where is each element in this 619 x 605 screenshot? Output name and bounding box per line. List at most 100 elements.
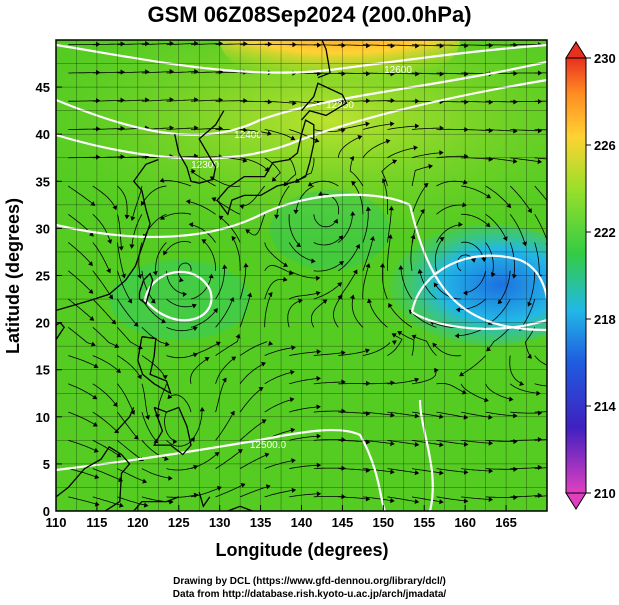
streamline-arrow — [213, 308, 218, 314]
colorbar-tick-label: 226 — [594, 138, 616, 153]
contour-label: 12250 — [326, 100, 354, 111]
streamline — [458, 298, 486, 311]
y-axis: 0 5 10 15 20 25 30 35 40 45 — [36, 80, 62, 519]
streamline — [92, 214, 111, 242]
y-tick-label: 30 — [36, 221, 50, 236]
streamline — [411, 411, 442, 418]
streamline-arrow — [414, 498, 420, 505]
streamline-arrow — [316, 491, 322, 497]
streamline — [141, 411, 158, 442]
streamline — [362, 238, 374, 271]
streamline — [215, 450, 242, 469]
streamline — [284, 157, 297, 185]
streamline — [534, 439, 547, 441]
streamline-arrow — [161, 318, 167, 324]
x-tick-label: 155 — [413, 515, 435, 530]
streamline-arrow — [143, 502, 149, 508]
coastline — [301, 82, 348, 121]
streamline — [461, 100, 491, 103]
streamline-arrow — [391, 340, 397, 345]
streamline-arrow — [120, 41, 125, 47]
height-contour — [418, 399, 434, 511]
streamline — [295, 185, 314, 212]
streamline — [141, 43, 172, 46]
streamline — [289, 464, 319, 469]
streamline-arrow — [390, 71, 395, 77]
streamline — [411, 127, 442, 130]
streamline-arrow — [178, 277, 184, 283]
streamline-arrow — [261, 361, 267, 367]
streamline-arrow — [88, 261, 93, 267]
streamline-arrow — [314, 137, 320, 143]
streamline — [264, 294, 272, 328]
streamline-arrow — [267, 130, 272, 136]
streamline-arrow — [366, 71, 371, 77]
streamline — [117, 99, 148, 102]
streamline — [485, 157, 516, 162]
coastline — [317, 40, 331, 79]
streamline-arrow — [106, 268, 111, 274]
streamline — [461, 185, 490, 198]
streamline-arrow — [190, 437, 195, 443]
x-tick-label: 160 — [454, 515, 476, 530]
streamline — [436, 44, 467, 47]
streamline-arrow — [137, 374, 142, 380]
streamline — [141, 383, 149, 418]
streamline-arrow — [94, 501, 100, 507]
colorbar-tick-label: 214 — [594, 399, 616, 414]
streamline — [289, 378, 319, 385]
streamline — [190, 342, 219, 356]
streamline — [92, 242, 110, 272]
streamline — [117, 496, 147, 506]
streamline-arrow — [414, 123, 420, 129]
streamline-arrow — [120, 273, 126, 279]
streamline — [337, 271, 357, 300]
streamline-arrow — [291, 458, 296, 464]
streamline-arrow — [267, 41, 273, 47]
streamline — [68, 298, 93, 320]
streamline-arrow — [267, 291, 273, 297]
streamline-arrow — [349, 294, 355, 300]
y-tick-label: 35 — [36, 174, 50, 189]
streamline — [487, 327, 511, 350]
streamline-arrow — [322, 299, 328, 304]
streamline-arrow — [391, 333, 397, 338]
streamline — [509, 355, 523, 385]
coastline — [198, 492, 211, 508]
streamline-arrow — [511, 273, 517, 279]
streamline — [362, 140, 389, 159]
streamline — [203, 240, 217, 271]
streamline-arrow — [428, 163, 434, 169]
streamline-arrow — [388, 205, 394, 211]
streamline — [434, 238, 444, 271]
streamline — [313, 214, 337, 228]
streamline-arrow — [231, 235, 237, 241]
streamline-arrow — [388, 303, 393, 309]
streamline-arrow — [108, 294, 114, 300]
streamline-arrow — [434, 367, 439, 373]
streamline — [161, 180, 192, 187]
streamline-arrow — [245, 229, 251, 234]
streamline-arrow — [88, 288, 94, 294]
streamline — [411, 72, 442, 75]
streamline — [510, 466, 540, 470]
streamline — [68, 468, 98, 478]
streamline — [485, 411, 516, 417]
streamline — [117, 214, 122, 249]
streamline — [239, 420, 265, 441]
streamline — [461, 44, 491, 46]
contour-label: 12600 — [384, 65, 412, 76]
streamline — [68, 355, 97, 367]
streamline-arrow — [488, 468, 494, 474]
x-tick-label: 165 — [495, 515, 517, 530]
streamline-arrow — [488, 42, 494, 49]
x-tick-label: 120 — [127, 515, 149, 530]
streamline-arrow — [93, 447, 99, 453]
x-tick-label: 130 — [209, 515, 231, 530]
streamline-arrow — [145, 41, 150, 47]
streamline — [362, 382, 393, 385]
streamline — [534, 383, 547, 387]
streamline-arrow — [455, 307, 461, 313]
streamline-arrow — [366, 43, 371, 49]
streamline-arrow — [439, 413, 444, 420]
